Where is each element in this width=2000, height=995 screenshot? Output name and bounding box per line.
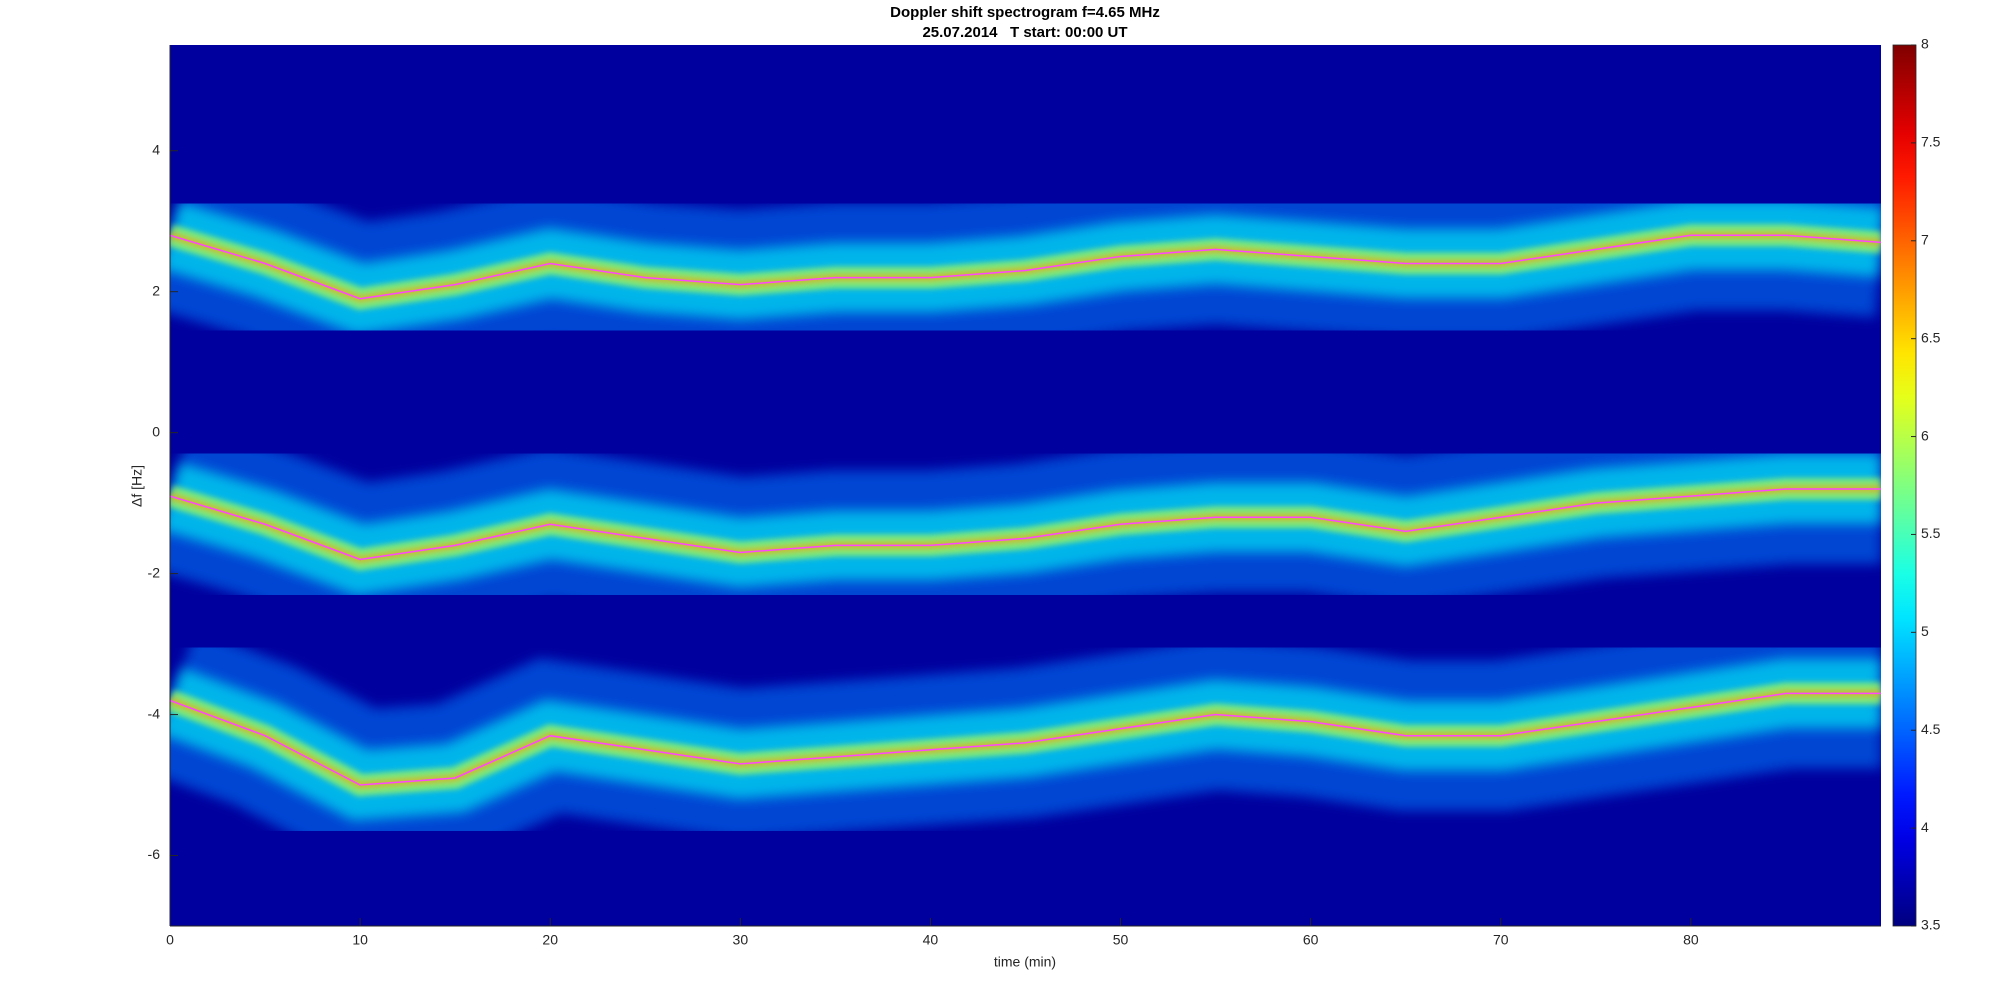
x-tick-label: 30 xyxy=(733,932,749,948)
y-tick-label: -4 xyxy=(148,705,161,721)
doppler-trace xyxy=(170,692,1881,786)
colorbar-tick-label: 8 xyxy=(1921,36,1929,52)
x-tick-label: 50 xyxy=(1113,932,1129,948)
colorbar-tick-label: 7.5 xyxy=(1921,134,1941,150)
y-tick-label: 2 xyxy=(152,282,160,298)
y-axis-label: Δf [Hz] xyxy=(129,465,145,507)
colorbar-tick-label: 7 xyxy=(1921,231,1929,247)
x-tick-label: 0 xyxy=(166,932,174,948)
chart-subtitle: 25.07.2014 T start: 00:00 UT xyxy=(922,24,1127,41)
y-tick-label: 4 xyxy=(152,141,160,157)
x-axis-label: time (min) xyxy=(994,954,1056,970)
colorbar-tick-label: 4.5 xyxy=(1921,721,1941,737)
doppler-trace xyxy=(170,234,1881,300)
y-tick-label: 0 xyxy=(152,423,160,439)
x-tick-label: 80 xyxy=(1683,932,1699,948)
colorbar-tick-label: 5.5 xyxy=(1921,525,1941,541)
x-tick-label: 60 xyxy=(1303,932,1319,948)
x-tick-label: 70 xyxy=(1493,932,1509,948)
plot-area xyxy=(170,160,1881,862)
y-tick-label: -2 xyxy=(148,564,161,580)
x-tick-label: 40 xyxy=(923,932,939,948)
x-tick-label: 20 xyxy=(542,932,558,948)
doppler-trace xyxy=(170,488,1881,561)
colorbar-tick-label: 6.5 xyxy=(1921,329,1941,345)
colorbar-tick-label: 6 xyxy=(1921,427,1929,443)
colorbar-tick-label: 4 xyxy=(1921,819,1929,835)
chart-title: Doppler shift spectrogram f=4.65 MHz xyxy=(890,4,1160,21)
colorbar-tick-label: 3.5 xyxy=(1921,917,1941,933)
y-tick-label: -6 xyxy=(148,846,161,862)
x-tick-label: 10 xyxy=(352,932,368,948)
colorbar xyxy=(1892,44,1917,927)
colorbar-tick-label: 5 xyxy=(1921,623,1929,639)
